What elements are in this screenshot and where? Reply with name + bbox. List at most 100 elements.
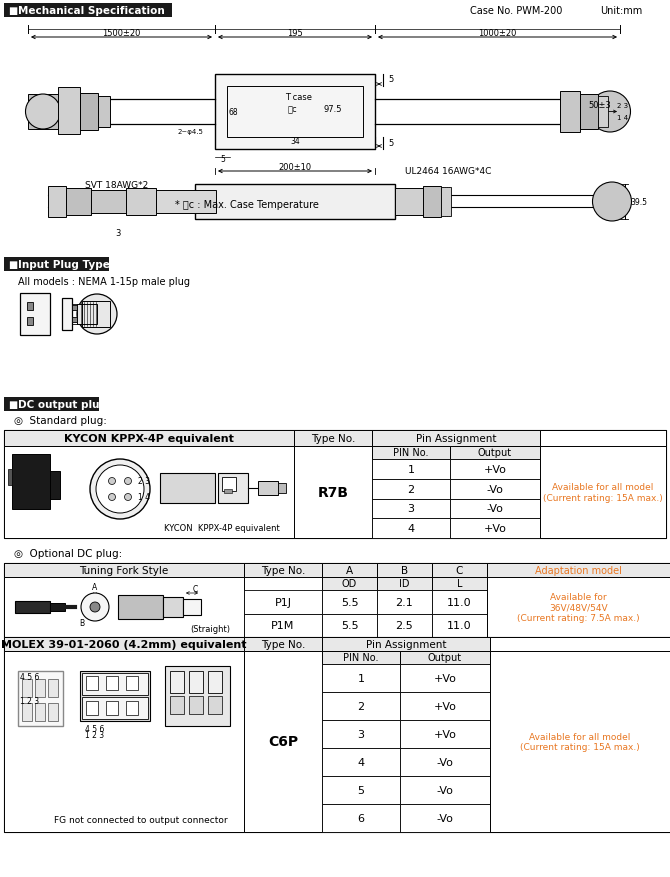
Bar [372, 499, 450, 518]
Bar [18, 671, 63, 726]
Text: MOLEX 39-01-2060 (4.2mm) equivalent: MOLEX 39-01-2060 (4.2mm) equivalent [1, 639, 247, 649]
Bar [441, 188, 451, 217]
Bar [4, 652, 244, 832]
Bar [322, 614, 377, 638]
Bar [322, 692, 400, 720]
Text: Pin Assignment: Pin Assignment [416, 433, 496, 444]
Text: 1 4: 1 4 [617, 115, 628, 121]
Circle shape [592, 182, 632, 222]
Text: Available for
36V/48V/54V
(Current rating: 7.5A max.): Available for 36V/48V/54V (Current ratin… [517, 593, 640, 622]
Bar [322, 563, 377, 577]
Bar [377, 577, 432, 590]
Bar [35, 703, 45, 721]
Bar [208, 671, 222, 693]
Text: 68: 68 [228, 108, 238, 117]
Bar [244, 563, 322, 577]
Bar [98, 96, 110, 128]
Bar [432, 577, 487, 590]
Bar [372, 479, 450, 499]
Bar [4, 563, 670, 638]
Text: 4: 4 [407, 524, 415, 533]
Bar [322, 638, 490, 652]
Bar [4, 431, 294, 446]
Circle shape [25, 95, 60, 130]
Bar [372, 460, 450, 479]
Bar [50, 603, 65, 611]
Bar [490, 638, 670, 652]
Bar [377, 563, 432, 577]
Bar [372, 518, 450, 538]
Text: C: C [456, 566, 463, 575]
Text: Unit:mm: Unit:mm [600, 6, 643, 16]
Text: 1000±20: 1000±20 [478, 28, 517, 38]
Text: 2.1: 2.1 [395, 597, 413, 607]
Text: DC output plug: DC output plug [18, 400, 107, 410]
Text: 39.5: 39.5 [630, 198, 647, 207]
Bar [126, 702, 138, 715]
Text: ◎  Optional DC plug:: ◎ Optional DC plug: [14, 548, 122, 559]
Text: ◎  Standard plug:: ◎ Standard plug: [14, 416, 107, 425]
Text: Input Plug Type: Input Plug Type [18, 260, 110, 270]
Bar [4, 397, 99, 411]
Bar [450, 479, 540, 499]
Bar [80, 94, 98, 131]
Text: +Vo: +Vo [484, 524, 507, 533]
Bar [450, 460, 540, 479]
Bar [400, 652, 490, 664]
Bar [244, 638, 322, 652]
Text: ID: ID [399, 579, 410, 588]
Bar [400, 776, 490, 804]
Bar [400, 664, 490, 692]
Bar [322, 590, 377, 614]
Bar [244, 590, 322, 614]
Bar [126, 189, 156, 216]
Text: 1 2 3: 1 2 3 [20, 696, 39, 706]
Text: +Vo: +Vo [433, 674, 456, 683]
Bar [450, 518, 540, 538]
Bar [4, 638, 670, 832]
Bar [487, 563, 670, 577]
Bar [322, 720, 400, 748]
Text: Pin Assignment: Pin Assignment [366, 639, 446, 649]
Bar [82, 674, 148, 695]
Bar [66, 189, 91, 216]
Bar [432, 563, 487, 577]
Bar [82, 302, 110, 328]
Text: 11.0: 11.0 [447, 597, 472, 607]
Text: Output: Output [478, 448, 512, 458]
Text: -Vo: -Vo [437, 785, 454, 795]
Bar [72, 317, 77, 323]
Bar [12, 454, 50, 510]
Bar [189, 696, 203, 714]
Bar [50, 472, 60, 499]
Bar [215, 75, 375, 150]
Bar [48, 679, 58, 697]
Bar [4, 431, 666, 538]
Text: KYCON KPPX-4P equivalent: KYCON KPPX-4P equivalent [64, 433, 234, 444]
Bar [27, 303, 33, 310]
Text: 97.5: 97.5 [323, 105, 342, 114]
Circle shape [590, 92, 630, 132]
Bar [163, 597, 183, 617]
Text: +Vo: +Vo [433, 702, 456, 711]
Bar [227, 87, 363, 138]
Text: 34: 34 [290, 138, 300, 146]
Text: Case No. PWM-200: Case No. PWM-200 [470, 6, 562, 16]
Text: 1: 1 [358, 674, 364, 683]
Circle shape [125, 494, 131, 501]
Text: 195: 195 [287, 28, 303, 38]
Text: Adaptation model: Adaptation model [535, 566, 622, 575]
Bar [4, 638, 244, 652]
Bar [487, 577, 670, 638]
Text: ■: ■ [8, 6, 17, 16]
Bar [22, 703, 32, 721]
Text: Type No.: Type No. [261, 566, 306, 575]
Text: 5.5: 5.5 [340, 597, 358, 607]
Text: 2 3: 2 3 [138, 477, 150, 486]
Text: 3: 3 [358, 729, 364, 739]
Bar [244, 652, 322, 832]
Text: Type No.: Type No. [311, 433, 355, 444]
Text: SVT 18AWG*2: SVT 18AWG*2 [85, 181, 148, 189]
Text: P1M: P1M [271, 621, 295, 631]
Text: 5: 5 [358, 785, 364, 795]
